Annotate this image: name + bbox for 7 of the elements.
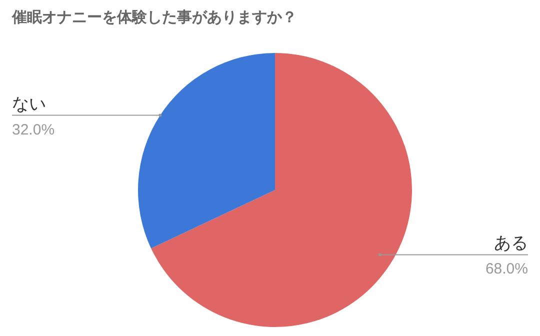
chart-title: 催眠オナニーを体験した事がありますか？ <box>12 8 297 27</box>
slice-label: ある <box>494 234 528 254</box>
pie-slice <box>138 53 275 248</box>
slice-label: ない <box>12 94 46 114</box>
data-label: 32.0% <box>12 121 55 138</box>
data-label: 68.0% <box>485 260 528 278</box>
pie-slice <box>151 53 412 327</box>
